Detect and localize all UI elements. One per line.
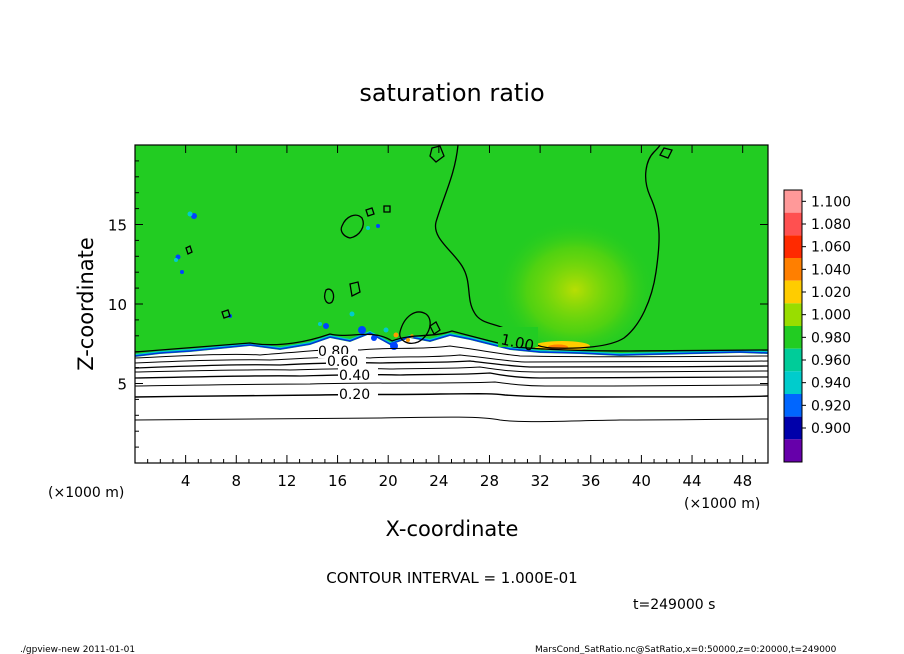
x-tick-label: 12: [277, 472, 296, 490]
cyan-rim: [135, 330, 768, 356]
x-tick-label: 24: [429, 472, 448, 490]
chart-title: saturation ratio: [359, 79, 544, 107]
contour-1.00: [135, 145, 768, 353]
x-axis-label: X-coordinate: [386, 517, 519, 541]
footer-right: MarsCond_SatRatio.nc@SatRatio,x=0:50000,…: [535, 645, 837, 654]
colorbar-label: 1.100: [811, 194, 851, 210]
x-axis: 4 8 12 16 20 24 28 32 36 40 44 48: [147, 145, 756, 490]
colorbar-swatch: [784, 235, 802, 258]
colorbar-swatch: [784, 326, 802, 349]
colorbar-swatch: [784, 190, 802, 213]
colorbar-label: 1.080: [811, 217, 851, 233]
x-tick-label: 16: [328, 472, 347, 490]
x-tick-label: 36: [581, 472, 600, 490]
colorbar-swatch: [784, 348, 802, 372]
x-tick-label: 4: [181, 472, 191, 490]
x-tick-label: 48: [733, 472, 752, 490]
x-tick-label: 20: [379, 472, 398, 490]
contour-label-bg: [338, 367, 378, 381]
x-tick-label: 28: [480, 472, 499, 490]
hotspot-gradient: [495, 220, 655, 360]
x-tick-label: 32: [531, 472, 550, 490]
cyan-specks: [174, 211, 389, 333]
colorbar-label: 0.940: [811, 376, 851, 392]
colorbar-label: 0.900: [811, 421, 851, 437]
colorbar-swatch: [784, 371, 802, 394]
colorbar-frame: [783, 189, 803, 463]
time-label: t=249000 s: [633, 597, 715, 613]
colorbar-swatch: [784, 439, 802, 462]
colorbar-swatch: [784, 258, 802, 281]
colorbar-swatch: [784, 212, 802, 236]
contour-label-bg: [498, 327, 538, 347]
x-tick-label: 44: [682, 472, 701, 490]
y-tick-label: 15: [108, 217, 127, 235]
contour-interval: CONTOUR INTERVAL = 1.000E-01: [326, 569, 577, 587]
colorbar-swatch: [784, 303, 802, 326]
x-tick-label: 40: [632, 472, 651, 490]
y-axis: 5 10 15: [108, 160, 768, 448]
x-unit-right: (×1000 m): [684, 496, 760, 512]
colorbar-label: 0.980: [811, 330, 851, 346]
contour-labels: 1.00 0.80 0.60 0.40 0.20: [318, 327, 538, 403]
colorbar-label: 1.000: [811, 308, 851, 324]
blue-specks: [175, 213, 398, 350]
colorbar-swatch: [784, 394, 802, 417]
y-tick-label: 10: [108, 296, 127, 314]
contour-label-0.60: 0.60: [327, 354, 358, 370]
colorbar: 1.100 1.080 1.060 1.040 1.020 1.000 0.980 0.960…: [783, 189, 851, 463]
colorbar-label: 0.920: [811, 398, 851, 414]
plot-area: 1.00 0.80 0.60 0.40 0.20: [135, 145, 768, 463]
colorbar-swatch: [784, 280, 802, 304]
x-unit-left: (×1000 m): [48, 485, 124, 501]
colorbar-label: 1.060: [811, 240, 851, 256]
contour-label-0.20: 0.20: [339, 387, 370, 403]
colorbar-swatch: [784, 416, 802, 440]
y-tick-label: 5: [117, 376, 127, 394]
x-tick-label: 8: [232, 472, 242, 490]
colorbar-label: 1.040: [811, 262, 851, 278]
blue-rim: [135, 332, 768, 357]
contour-lines-lower: [135, 345, 768, 423]
y-axis-label: Z-coordinate: [74, 237, 98, 371]
colorbar-label: 1.020: [811, 285, 851, 301]
colorbar-label: 0.960: [811, 353, 851, 369]
contour-label-bg: [338, 386, 378, 400]
contour-label-0.40: 0.40: [339, 368, 370, 384]
contour-label-bg: [326, 354, 366, 368]
footer-left: ./gpview-new 2011-01-01: [20, 645, 135, 654]
